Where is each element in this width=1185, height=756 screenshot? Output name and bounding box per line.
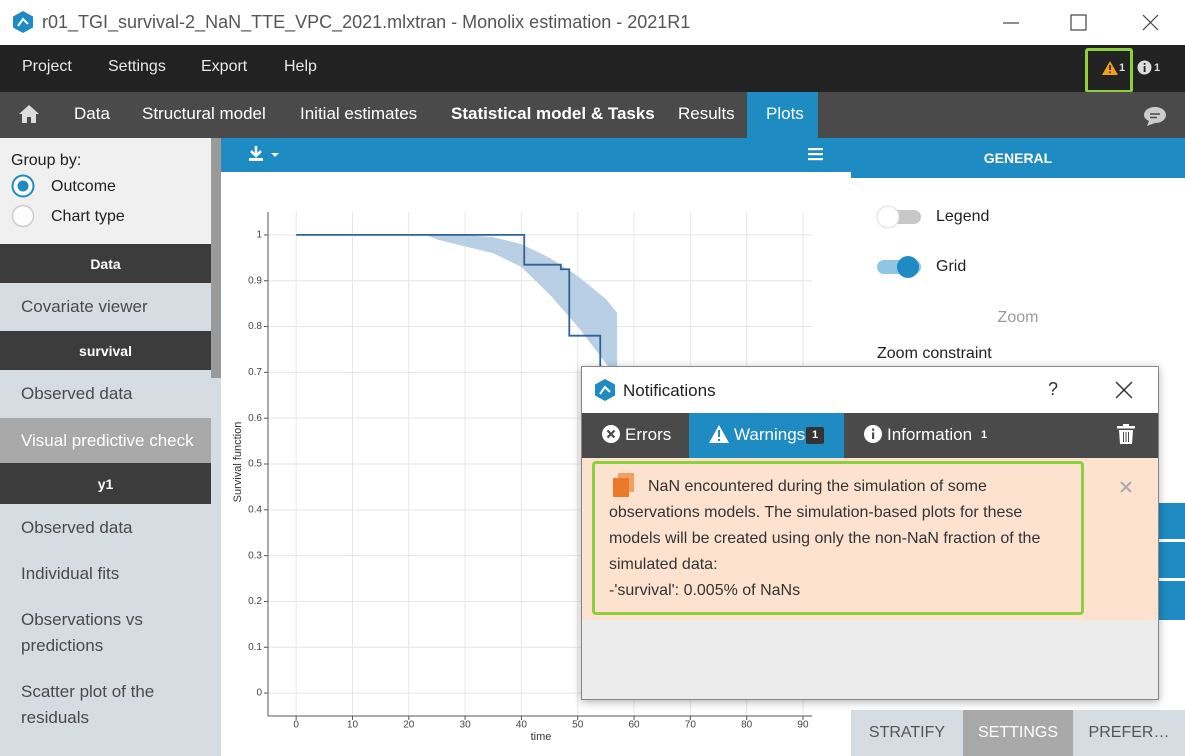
sidebar-item[interactable]: Scatter plot of the residuals <box>0 669 211 756</box>
y-tick-label: 0.9 <box>248 275 262 286</box>
x-tick-label: 20 <box>403 720 415 731</box>
x-tick-label: 60 <box>628 720 640 731</box>
dialog-tab[interactable]: Errors <box>625 425 672 444</box>
dismiss-button[interactable] <box>1120 481 1132 493</box>
app-icon <box>13 11 33 33</box>
tab[interactable]: Data <box>74 104 110 123</box>
y-tick-label: 0.4 <box>248 504 262 515</box>
dialog-icon <box>595 379 615 401</box>
title-bar: r01_TGI_survival-2_NaN_TTE_VPC_2021.mlxt… <box>0 0 1185 45</box>
window-title: r01_TGI_survival-2_NaN_TTE_VPC_2021.mlxt… <box>42 12 691 32</box>
y-tick-label: 0.8 <box>248 321 262 332</box>
y-tick-label: 0.3 <box>248 550 262 561</box>
scrollbar[interactable] <box>211 138 221 756</box>
plot-toolbar <box>221 138 851 172</box>
tab[interactable]: Structural model <box>142 104 266 123</box>
panel-header: GENERAL <box>851 138 1185 178</box>
trash-button[interactable] <box>1117 424 1135 444</box>
errors-icon <box>602 425 620 443</box>
y-tick-label: 0.5 <box>248 459 262 470</box>
section-header: survival <box>0 331 211 370</box>
sidebar-item-selected[interactable]: Visual predictive check <box>0 418 211 463</box>
x-tick-label: 40 <box>516 720 528 731</box>
bottom-tab[interactable]: STRATIFY <box>851 710 963 756</box>
highlight-box <box>592 461 1084 615</box>
warning-count: 1 <box>1119 62 1126 74</box>
y-tick-label: 0.1 <box>248 642 262 653</box>
notifications-dialog: Notifications ? Errors Warnings 1 Inform… <box>581 366 1159 700</box>
y-tick-label: 1 <box>256 230 262 241</box>
sidebar-item[interactable]: Individual fits <box>0 551 211 597</box>
info-icon[interactable] <box>1137 60 1152 75</box>
message-detail: -'survival': 0.005% of NaNs <box>609 582 801 599</box>
y-tick-label: 0.7 <box>248 367 262 378</box>
warnings-count: 1 <box>806 427 824 444</box>
y-tick-label: 0.6 <box>248 413 262 424</box>
x-tick-label: 70 <box>685 720 697 731</box>
sidebar-item[interactable]: Covariate viewer <box>0 283 211 331</box>
menu-bar <box>0 45 1185 92</box>
tab[interactable]: Initial estimates <box>300 104 418 123</box>
warnings-icon <box>709 425 729 443</box>
chat-icon[interactable] <box>1142 105 1168 127</box>
x-tick-label: 90 <box>797 720 809 731</box>
menu-item[interactable]: Project <box>22 58 72 75</box>
data-line <box>296 234 602 373</box>
menu-item[interactable]: Settings <box>108 58 166 75</box>
x-tick-label: 10 <box>347 720 359 731</box>
y-axis-label: Survival function <box>232 422 244 503</box>
section-title: Zoom <box>997 309 1039 326</box>
radio-buttons[interactable] <box>11 174 37 230</box>
bottom-tab[interactable]: SETTINGS <box>963 710 1073 756</box>
info-count: 1 <box>1154 62 1161 74</box>
x-axis-label: time <box>531 731 552 743</box>
dialog-tab[interactable]: Information <box>887 425 973 444</box>
bottom-tab[interactable]: PREFER… <box>1073 710 1185 756</box>
y-tick-label: 0.2 <box>248 596 262 607</box>
toggle-label: Grid <box>936 258 967 275</box>
section-header: Data <box>0 244 211 283</box>
menu-item[interactable]: Help <box>284 58 317 75</box>
active-tab-bg <box>747 92 818 138</box>
field-label: Zoom constraint <box>877 345 992 362</box>
radio-label[interactable]: Outcome <box>51 178 116 195</box>
sidebar-item[interactable]: Observed data <box>0 504 211 551</box>
tab-bar <box>0 92 1185 138</box>
dialog-title: Notifications <box>623 381 716 400</box>
home-icon[interactable] <box>17 104 41 124</box>
y-tick-label: 0 <box>256 688 262 699</box>
help-button[interactable]: ? <box>1048 379 1059 399</box>
menu-item[interactable]: Export <box>201 58 248 75</box>
dialog-title-bar <box>582 367 1158 413</box>
x-tick-label: 30 <box>460 720 472 731</box>
tab[interactable]: Plots <box>766 104 804 123</box>
download-button[interactable] <box>247 145 283 165</box>
dialog-tab[interactable]: Warnings <box>734 425 806 444</box>
sidebar-item[interactable]: Observations vs predictions <box>0 597 211 669</box>
group-by-label: Group by: <box>11 152 82 169</box>
group-by-panel <box>0 138 211 244</box>
message-area <box>582 458 1158 620</box>
toggle-label: Legend <box>936 208 990 225</box>
radio-label[interactable]: Chart type <box>51 208 125 225</box>
x-tick-label: 80 <box>741 720 753 731</box>
warning-icon[interactable] <box>1102 61 1118 75</box>
x-tick-label: 50 <box>572 720 584 731</box>
information-icon <box>864 425 882 443</box>
sidebar-item[interactable]: Observed data <box>0 370 211 418</box>
information-count: 1 <box>981 429 988 441</box>
toggles[interactable] <box>874 205 924 281</box>
x-tick-label: 0 <box>293 720 299 731</box>
window-controls[interactable] <box>995 10 1175 36</box>
section-header: y1 <box>0 463 211 504</box>
highlight-box <box>1085 48 1133 93</box>
message-text: NaN encountered during the simulation of… <box>609 478 1041 573</box>
tab[interactable]: Statistical model & Tasks <box>451 104 655 123</box>
tab[interactable]: Results <box>678 104 735 123</box>
close-button[interactable] <box>1115 381 1133 399</box>
message-icon <box>613 473 634 497</box>
scrollbar-thumb[interactable] <box>211 138 221 378</box>
menu-button[interactable] <box>808 147 824 162</box>
